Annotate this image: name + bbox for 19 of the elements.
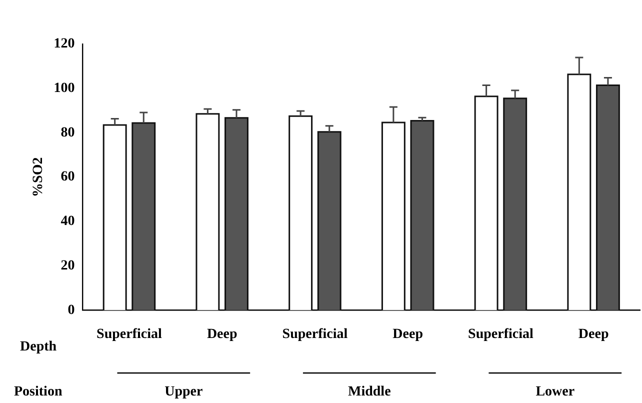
text: Upper — [164, 384, 203, 400]
text: Middle — [348, 384, 391, 400]
x-tick-label: Superficial — [282, 327, 348, 342]
y-tick-label: 60 — [60, 170, 75, 185]
text: Depth — [20, 340, 57, 355]
y-tick-label: 20 — [60, 258, 75, 274]
y-tick-label: 80 — [60, 125, 75, 140]
x-tick-label: Deep — [578, 327, 609, 342]
y-tick-label: 100 — [54, 80, 75, 96]
y-tick-label: 40 — [60, 214, 75, 230]
x-tick-label: Deep — [206, 327, 238, 342]
y-tick-label: 0 — [68, 302, 75, 318]
x-tick-label: Superficial — [96, 327, 162, 342]
text: Lower — [536, 384, 575, 400]
y-axis-title: %SO2 — [31, 157, 46, 197]
y-tick-label: 120 — [54, 36, 75, 52]
x-tick-label: Deep — [392, 327, 424, 342]
text: Position — [14, 384, 62, 400]
x-tick-label: Superficial — [468, 327, 534, 342]
